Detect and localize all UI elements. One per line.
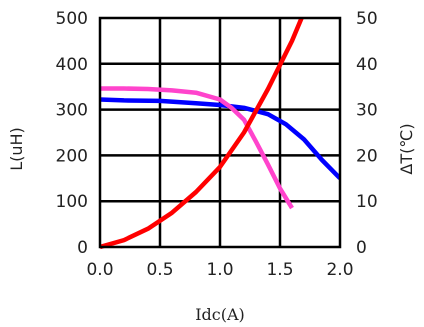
y-left-tick-label: 400 — [56, 55, 88, 75]
y-left-tick-label: 300 — [56, 101, 88, 121]
y-right-tick-label: 40 — [356, 55, 378, 75]
x-tick-label: 2.0 — [326, 260, 353, 280]
series-line-1 — [100, 97, 340, 180]
series-lines — [100, 17, 340, 249]
x-tick-label: 1.5 — [266, 260, 293, 280]
y-left-axis-title: L(uH) — [7, 127, 26, 171]
y-right-tick-label: 50 — [356, 9, 378, 29]
tick-labels: 0 100 200 300 400 500 0 10 20 30 40 50 0.0 0.5 1.0 1.5 2… — [56, 9, 378, 280]
y-left-tick-label: 500 — [56, 9, 88, 29]
x-axis-title: Idc(A) — [195, 305, 245, 324]
y-left-tick-label: 100 — [56, 192, 88, 212]
series-line-3 — [100, 17, 304, 249]
x-tick-label: 0.5 — [146, 260, 173, 280]
y-left-tick-label: 200 — [56, 146, 88, 166]
y-right-tick-label: 20 — [356, 146, 378, 166]
y-right-tick-label: 10 — [356, 192, 378, 212]
x-tick-label: 0.0 — [86, 260, 113, 280]
plot-border — [98, 16, 342, 249]
x-tick-label: 1.0 — [206, 260, 233, 280]
y-right-tick-label: 30 — [356, 101, 378, 121]
grid — [100, 18, 340, 247]
plot-frame — [98, 16, 342, 249]
y-right-tick-label: 0 — [356, 238, 367, 258]
y-right-axis-title: ΔT(℃) — [397, 123, 416, 174]
y-left-tick-label: 0 — [77, 238, 88, 258]
series-line-2 — [100, 86, 294, 210]
